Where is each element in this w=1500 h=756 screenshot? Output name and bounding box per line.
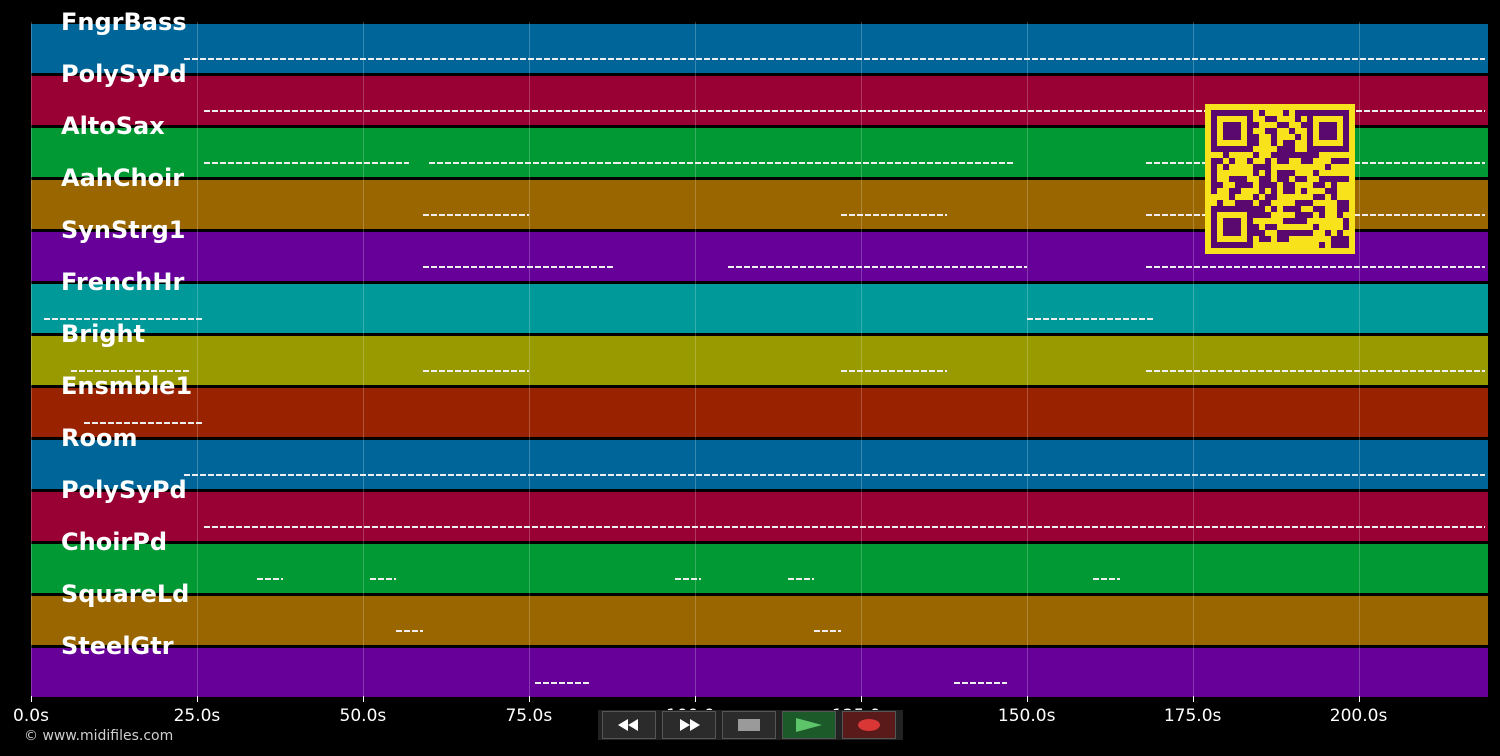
tick-mark — [362, 696, 364, 702]
tick-mark — [694, 696, 696, 702]
tick-mark — [31, 696, 32, 702]
note-strip — [674, 578, 702, 580]
tick-label: 150.0s — [997, 706, 1056, 726]
note-strip — [183, 58, 1485, 60]
note-strip — [256, 578, 284, 580]
fast-forward-icon — [680, 719, 700, 731]
stop-icon — [738, 719, 760, 731]
note-strip — [203, 162, 410, 164]
track-label: SynStrg1 — [61, 216, 186, 244]
note-strip — [70, 370, 191, 372]
note-strip — [840, 370, 948, 372]
stop-button[interactable] — [722, 711, 776, 739]
note-strip — [840, 214, 948, 216]
note-strip — [422, 214, 529, 216]
note-strip — [396, 630, 423, 632]
note-strip — [787, 578, 815, 580]
tick-mark — [1192, 696, 1194, 702]
track-label: SquareLd — [61, 580, 190, 608]
note-strip — [429, 162, 616, 164]
track-label: FngrBass — [61, 8, 187, 36]
tick-label: 175.0s — [1163, 706, 1222, 726]
note-strip — [183, 474, 1485, 476]
track-label: SteelGtr — [61, 632, 174, 660]
track-label: AahChoir — [61, 164, 185, 192]
track-label: Room — [61, 424, 138, 452]
note-strip — [422, 266, 616, 268]
track-label: PolySyPd — [61, 476, 187, 504]
note-strip — [44, 318, 204, 320]
track-label: Bright — [61, 320, 146, 348]
track-row[interactable] — [31, 492, 1488, 541]
track-row[interactable] — [31, 440, 1488, 489]
note-strip — [814, 630, 841, 632]
tick-label: 75.0s — [505, 706, 553, 726]
track-row[interactable] — [31, 544, 1488, 593]
transport-controls — [598, 710, 903, 740]
tick-mark — [860, 696, 862, 702]
tick-mark — [196, 696, 198, 702]
track-label: Ensmble1 — [61, 372, 193, 400]
qr-code-icon — [1205, 104, 1355, 254]
track-row[interactable] — [31, 648, 1488, 697]
tick-label: 0.0s — [13, 706, 49, 726]
note-strip — [203, 110, 1485, 112]
copyright-text: © www.midifiles.com — [24, 728, 174, 744]
note-strip — [369, 578, 397, 580]
play-icon — [796, 718, 822, 732]
record-icon — [858, 719, 880, 731]
track-label: ChoirPd — [61, 528, 168, 556]
note-strip — [422, 370, 529, 372]
rewind-icon — [618, 719, 638, 731]
track-row[interactable] — [31, 284, 1488, 333]
track-label: FrenchHr — [61, 268, 185, 296]
track-row[interactable] — [31, 24, 1488, 73]
track-label: PolySyPd — [61, 60, 187, 88]
tick-mark — [1358, 696, 1360, 702]
note-strip — [1146, 370, 1485, 372]
track-row[interactable] — [31, 336, 1488, 385]
note-strip — [727, 266, 1027, 268]
note-strip — [535, 682, 589, 684]
tick-label: 50.0s — [339, 706, 387, 726]
rewind-button[interactable] — [602, 711, 656, 739]
note-strip — [1026, 318, 1153, 320]
record-button[interactable] — [842, 711, 896, 739]
tick-label: 25.0s — [173, 706, 221, 726]
play-button[interactable] — [782, 711, 836, 739]
fast-forward-button[interactable] — [662, 711, 716, 739]
track-row[interactable] — [31, 596, 1488, 645]
tick-mark — [1026, 696, 1028, 702]
note-strip — [1146, 266, 1485, 268]
track-row[interactable] — [31, 388, 1488, 437]
note-strip — [203, 526, 1485, 528]
track-label: AltoSax — [61, 112, 165, 140]
note-strip — [953, 682, 1007, 684]
note-strip — [84, 422, 204, 424]
note-strip — [1093, 578, 1120, 580]
note-strip — [615, 162, 1014, 164]
tick-mark — [528, 696, 530, 702]
tick-label: 200.0s — [1329, 706, 1388, 726]
